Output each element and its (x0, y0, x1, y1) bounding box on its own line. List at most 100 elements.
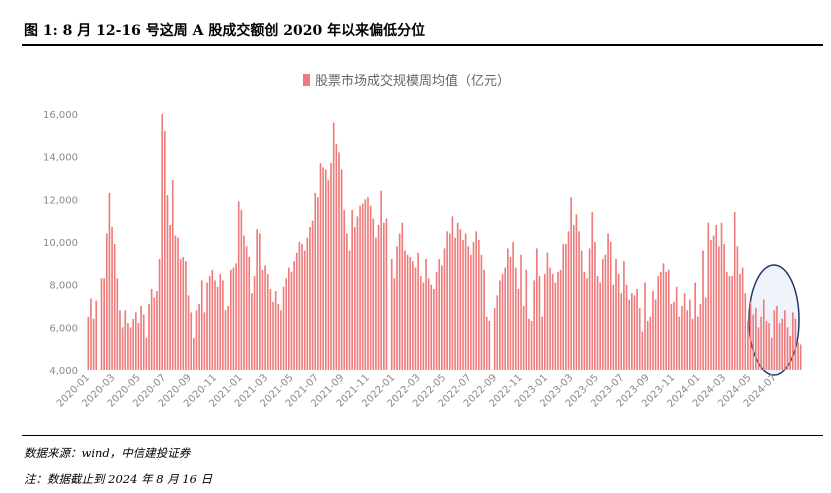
bar (430, 284, 433, 370)
bar (525, 269, 528, 370)
bar (177, 237, 179, 370)
bar (514, 267, 517, 370)
bar (691, 318, 694, 370)
bar (762, 299, 765, 370)
bar (631, 293, 633, 370)
bar (580, 250, 583, 370)
bar (454, 237, 456, 370)
bar (496, 295, 499, 370)
bar (530, 320, 533, 370)
bar (282, 286, 285, 370)
bar (675, 286, 678, 370)
bar (179, 259, 182, 370)
bar (493, 308, 496, 370)
bar (681, 306, 683, 370)
bar (757, 327, 760, 370)
bar (472, 242, 475, 370)
bar (303, 250, 306, 370)
bar (665, 271, 667, 370)
bar (728, 276, 731, 370)
bar (124, 310, 127, 370)
bar (187, 295, 190, 370)
bar (480, 254, 483, 370)
bar (105, 233, 108, 370)
legend-swatch (303, 74, 310, 86)
bar (504, 267, 506, 370)
bar (554, 282, 557, 370)
bar (121, 327, 124, 370)
bar (169, 224, 171, 370)
bar (206, 282, 208, 370)
y-tick-label: 10,000 (43, 238, 78, 249)
bar (594, 242, 596, 370)
bar (198, 303, 200, 370)
bar (470, 254, 472, 370)
legend: 股票市场成交规模周均值（亿元） (303, 73, 510, 89)
bar (266, 274, 269, 370)
bar (736, 246, 739, 370)
bar (660, 271, 662, 370)
bar (588, 248, 591, 370)
y-axis: 4,000 6,000 8,000 10,000 12,000 14,000 16,000 (43, 110, 78, 377)
footer-divider (22, 435, 823, 436)
bar (111, 227, 113, 370)
bar (509, 256, 512, 370)
bar (464, 233, 467, 370)
bar (443, 248, 446, 370)
bar (699, 303, 702, 370)
bar (224, 310, 227, 370)
bar (237, 201, 240, 370)
bar (747, 320, 749, 370)
bar (752, 314, 755, 370)
bar (607, 233, 609, 370)
bar (288, 267, 290, 370)
bar (256, 229, 258, 370)
bar (739, 274, 741, 370)
bar (612, 284, 615, 370)
bar (546, 252, 549, 370)
bar (601, 259, 604, 370)
bar (277, 303, 280, 370)
bar (164, 131, 166, 370)
bar (485, 316, 488, 370)
bar (190, 312, 193, 370)
bar (670, 303, 673, 370)
bar (567, 231, 570, 370)
bar (248, 256, 251, 370)
bar (298, 242, 301, 370)
bar (499, 280, 501, 370)
bar (309, 227, 311, 370)
bar (235, 263, 237, 370)
bar (725, 271, 728, 370)
bar (448, 233, 451, 370)
bar (200, 280, 203, 370)
bar (604, 254, 607, 370)
bar (274, 291, 277, 370)
bar (214, 280, 216, 370)
bar (229, 269, 232, 370)
bar (644, 282, 646, 370)
y-tick-label: 4,000 (49, 366, 78, 377)
bar (654, 299, 657, 370)
bar (507, 248, 509, 370)
bar (116, 278, 119, 370)
bar (174, 235, 177, 370)
bar (765, 320, 768, 370)
bar (641, 331, 644, 370)
bar (422, 282, 425, 370)
bar (625, 284, 628, 370)
y-tick-label: 14,000 (43, 153, 78, 164)
bar (791, 312, 794, 370)
bar (211, 269, 214, 370)
bar (459, 229, 462, 370)
bar (390, 259, 393, 370)
bar (182, 256, 185, 370)
bar (158, 259, 161, 370)
bar (628, 299, 631, 370)
bar (134, 312, 137, 370)
bar (541, 316, 543, 370)
bar (744, 293, 747, 370)
bar (359, 205, 361, 370)
bar (129, 327, 132, 370)
bar (733, 212, 736, 370)
